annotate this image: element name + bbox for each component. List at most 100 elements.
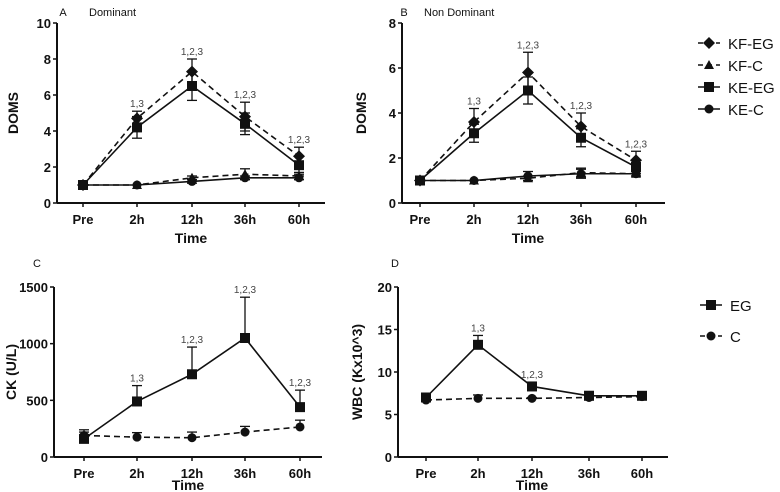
significance-annotation: 1,2,3 <box>517 40 540 51</box>
data-point <box>132 122 142 133</box>
significance-annotation: 1,3 <box>471 323 485 334</box>
panel-a: A Dominant 0 2 4 6 8 10 Pre 2h 12h 36h 60h Time DOMS 1,… <box>5 7 325 246</box>
y-tick-label: 2 <box>389 151 396 166</box>
data-point <box>132 432 142 442</box>
significance-annotation: 1,2,3 <box>181 335 204 346</box>
series-ke-c <box>78 173 304 190</box>
data-point <box>132 180 142 190</box>
data-point <box>575 120 587 133</box>
y-tick-label: 1500 <box>19 280 48 295</box>
y-axis-label: WBC (Kx10^3) <box>349 324 365 420</box>
data-point <box>294 160 304 171</box>
series-eg <box>421 334 647 403</box>
legend-marker <box>706 300 716 310</box>
legend-marker <box>704 104 714 114</box>
legend: EG C <box>700 298 752 346</box>
panel-label: D <box>391 258 399 270</box>
y-tick-label: 500 <box>26 393 48 408</box>
x-tick-label: 12h <box>181 212 203 227</box>
legend-marker <box>704 82 714 92</box>
data-point <box>78 180 88 190</box>
legend: KF-EG KF-C KE-EG KE-C <box>698 36 775 119</box>
y-tick-label: 4 <box>389 106 397 121</box>
x-tick-label: Pre <box>73 212 94 227</box>
series-ke-c <box>415 168 641 185</box>
y-tick-label: 5 <box>385 408 392 423</box>
data-point <box>468 116 480 128</box>
data-point <box>576 169 586 179</box>
x-tick-label: 12h <box>521 466 543 481</box>
y-tick-label: 8 <box>44 52 51 67</box>
data-point <box>631 162 641 172</box>
x-tick-label: 60h <box>288 212 310 227</box>
data-point <box>295 402 305 413</box>
data-point <box>240 118 250 129</box>
data-point <box>469 128 479 139</box>
legend-label: KE-C <box>728 102 764 119</box>
data-point <box>295 422 305 432</box>
x-tick-label: 36h <box>234 212 256 227</box>
data-point <box>294 173 304 183</box>
y-axis-label: DOMS <box>5 92 21 134</box>
legend-marker <box>703 37 715 49</box>
data-point <box>576 132 586 143</box>
series-kf-eg <box>77 58 305 191</box>
x-tick-label: Pre <box>74 466 95 481</box>
y-tick-label: 20 <box>378 280 392 295</box>
y-tick-label: 2 <box>44 160 51 175</box>
panel-label: C <box>33 258 41 270</box>
data-point <box>132 396 142 407</box>
y-tick-label: 0 <box>389 196 396 211</box>
significance-annotation: 1,2,3 <box>625 139 648 150</box>
legend-marker <box>706 331 716 341</box>
y-tick-label: 4 <box>44 124 52 139</box>
y-tick-label: 0 <box>41 450 48 465</box>
x-axis-label: Time <box>172 477 205 492</box>
panel-c: C 0 500 1000 1500 Pre 2h 12h 36h 60h Time CK (U/L) 1… <box>3 258 322 492</box>
data-point <box>631 169 641 179</box>
data-point <box>240 427 250 437</box>
y-tick-label: 6 <box>389 61 396 76</box>
data-point <box>637 392 647 402</box>
x-tick-label: Pre <box>410 212 431 227</box>
significance-annotation: 1,2,3 <box>234 285 257 296</box>
data-point <box>527 381 537 392</box>
data-point <box>415 176 425 185</box>
significance-annotation: 1,2,3 <box>234 90 257 101</box>
x-axis-label: Time <box>512 230 545 246</box>
legend-marker <box>704 60 714 69</box>
x-tick-label: 12h <box>517 212 539 227</box>
y-tick-label: 6 <box>44 88 51 103</box>
x-tick-label: 60h <box>631 466 653 481</box>
legend-label: C <box>730 329 741 346</box>
x-axis-label: Time <box>175 230 208 246</box>
data-point <box>523 171 533 181</box>
y-tick-label: 15 <box>378 323 392 338</box>
data-point <box>473 339 483 350</box>
x-tick-label: 12h <box>181 466 203 481</box>
significance-annotation: 1,2,3 <box>289 378 312 389</box>
significance-annotation: 1,3 <box>130 99 144 110</box>
series-line <box>425 395 643 401</box>
data-point <box>523 85 533 96</box>
series-c <box>421 392 647 405</box>
data-point <box>473 393 483 403</box>
y-tick-label: 1000 <box>19 337 48 352</box>
data-point <box>187 176 197 186</box>
series-line <box>83 426 301 439</box>
x-tick-label: 60h <box>289 466 311 481</box>
y-tick-label: 10 <box>378 365 392 380</box>
x-tick-label: 2h <box>129 466 144 481</box>
y-axis-label: CK (U/L) <box>3 344 19 400</box>
x-tick-label: 36h <box>570 212 592 227</box>
x-tick-label: 60h <box>625 212 647 227</box>
legend-label: EG <box>730 298 752 315</box>
series-ke-eg <box>415 76 641 186</box>
significance-annotation: 1,3 <box>467 97 481 108</box>
panel-title: Dominant <box>89 7 136 19</box>
data-point <box>584 393 594 402</box>
x-tick-label: 2h <box>470 466 485 481</box>
legend-label: KF-C <box>728 58 763 75</box>
